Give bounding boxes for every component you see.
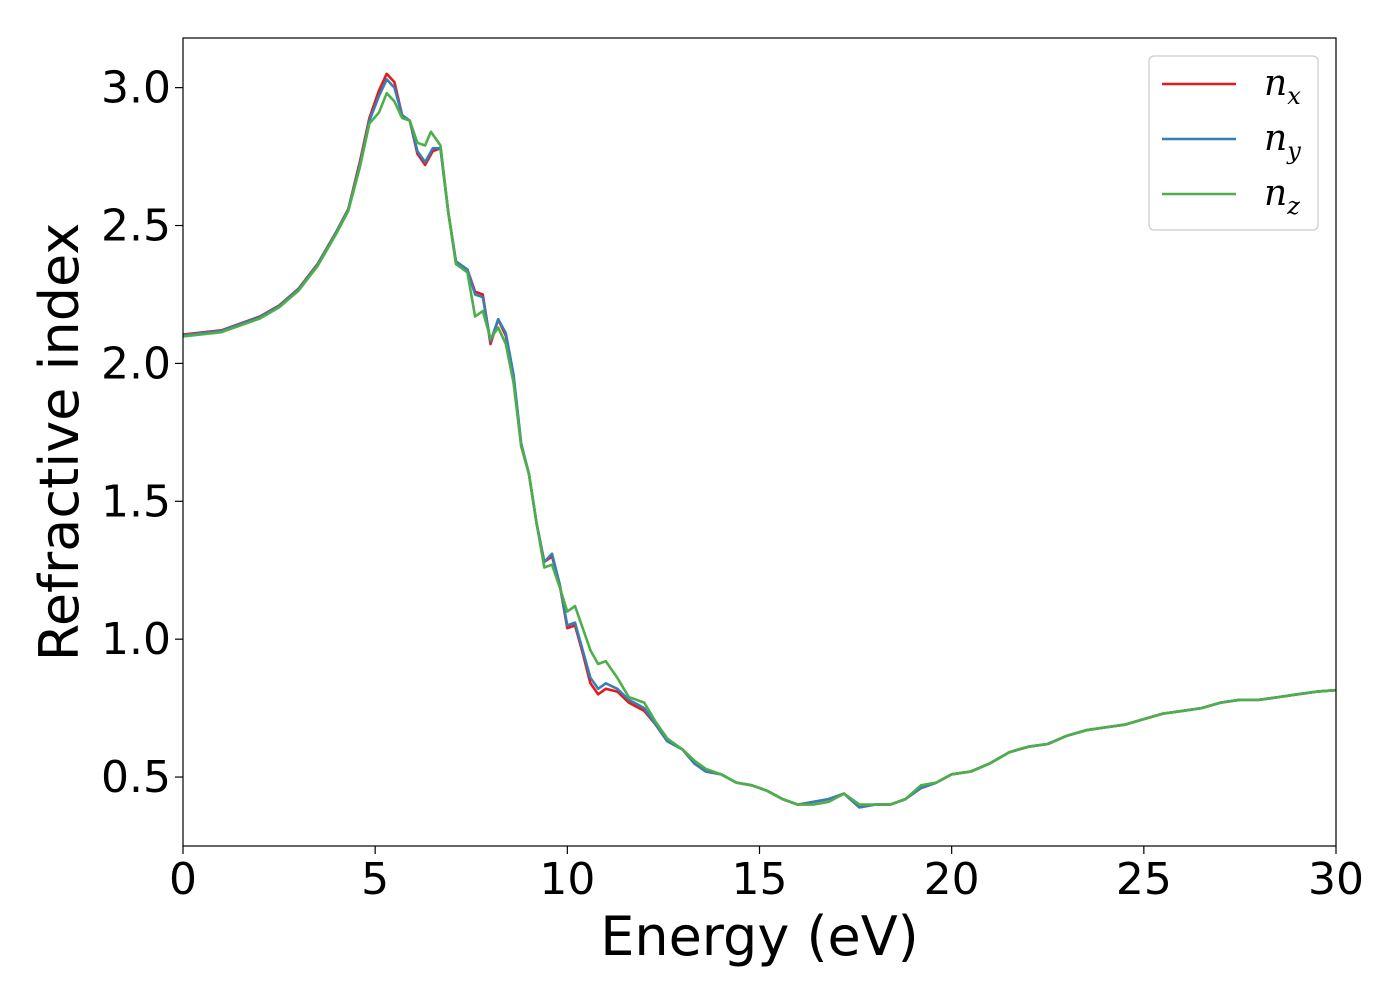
x-axis-label: Energy (eV)	[600, 905, 919, 968]
y-tick-label: 1.0	[101, 614, 171, 665]
y-tick-label: 0.5	[101, 752, 171, 803]
x-tick-label: 5	[361, 854, 389, 905]
x-tick-label: 30	[1308, 854, 1364, 905]
y-axis-ticks: 0.5 1.0 1.5 2.0 2.5 3.0	[101, 63, 183, 803]
y-tick-label: 2.0	[101, 338, 171, 389]
legend-label-n-z: nz	[1264, 173, 1300, 220]
series-line-n-z	[183, 91, 1336, 806]
x-tick-label: 25	[1116, 854, 1172, 905]
x-tick-label: 15	[732, 854, 788, 905]
x-tick-label: 0	[169, 854, 197, 905]
legend-label-n-x: nx	[1264, 63, 1301, 110]
y-tick-label: 2.5	[101, 201, 171, 252]
legend: nx ny nz	[1148, 55, 1319, 231]
x-tick-label: 10	[539, 854, 595, 905]
series-layer	[183, 72, 1336, 809]
y-axis-label: Refractive index	[28, 223, 91, 662]
legend-label-n-y: ny	[1264, 118, 1301, 165]
x-tick-label: 20	[924, 854, 980, 905]
x-axis-ticks: 0 5 10 15 20 25 30	[169, 846, 1364, 905]
y-tick-label: 1.5	[101, 476, 171, 527]
y-tick-label: 3.0	[101, 63, 171, 114]
legend-box	[1148, 55, 1319, 231]
